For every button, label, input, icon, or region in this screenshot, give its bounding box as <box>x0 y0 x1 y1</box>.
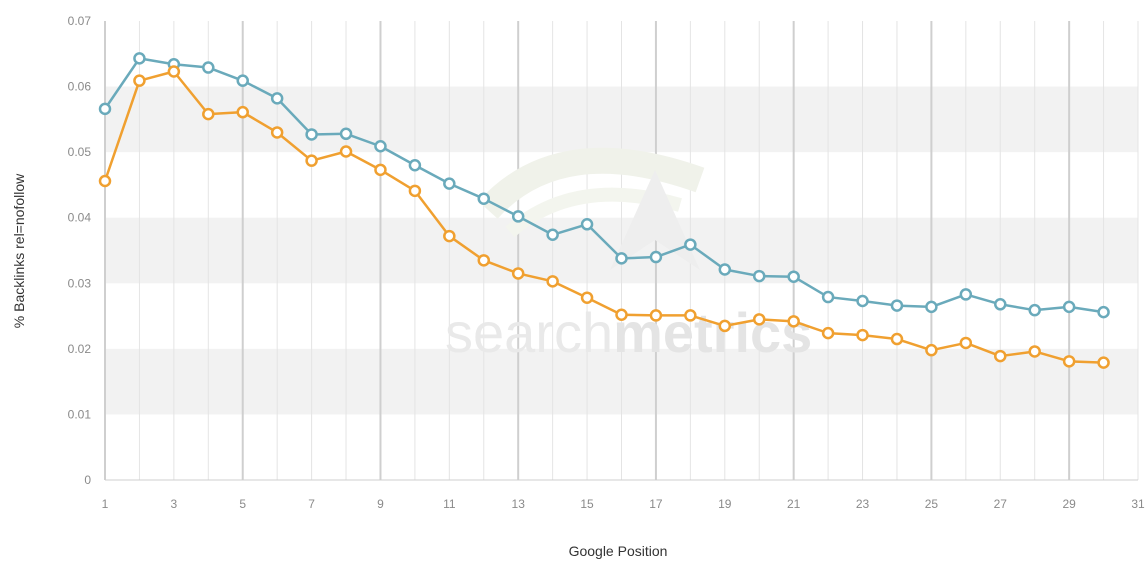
series-1-point <box>684 238 697 251</box>
series-2-point <box>511 267 525 280</box>
x-axis-title: Google Position <box>569 543 668 559</box>
series-2-point <box>684 309 697 322</box>
series-1-point <box>856 294 869 308</box>
series-2-point <box>959 336 973 350</box>
x-tick-label: 29 <box>1062 497 1076 511</box>
y-tick-label: 0.06 <box>68 80 92 94</box>
x-tick-label: 1 <box>102 497 109 511</box>
x-tick-label: 27 <box>994 497 1008 511</box>
y-tick-labels: 0 0.01 0.02 0.03 0.04 0.05 0.06 0.07 <box>68 14 92 487</box>
series-1-point <box>580 218 594 231</box>
y-tick-label: 0.04 <box>68 211 92 225</box>
series-1-point <box>925 300 938 314</box>
series-2-point <box>339 145 353 158</box>
series-1-point <box>1028 303 1041 317</box>
series-1-point <box>787 270 800 283</box>
series-1-point <box>339 127 353 141</box>
series-1-point <box>477 192 491 205</box>
vertical-gridlines <box>104 21 1139 480</box>
series-2-point <box>270 126 284 139</box>
series-2-point <box>1062 355 1076 368</box>
x-tick-label: 17 <box>649 497 663 511</box>
series-2-point <box>615 308 628 322</box>
series-1-point <box>374 139 387 153</box>
series-2-point <box>752 313 766 326</box>
y-axis-title: % Backlinks rel=nofollow <box>11 173 27 328</box>
watermark-arrow <box>610 170 700 270</box>
series-1-point <box>821 290 835 304</box>
series-2-point <box>443 229 456 243</box>
series-1-point <box>615 252 628 265</box>
series-2-point <box>546 275 559 288</box>
y-tick-label: 0.01 <box>68 407 92 421</box>
series-2-point <box>167 65 181 78</box>
series-2-point <box>133 74 146 87</box>
series-2-point <box>649 309 663 322</box>
series-2-point <box>821 326 835 340</box>
series-2-point <box>718 319 732 333</box>
series-points <box>98 52 1110 369</box>
series-2-point <box>374 163 387 177</box>
series-2-point <box>236 105 249 119</box>
series-2-point <box>98 174 112 188</box>
series-1-point <box>959 288 973 301</box>
series-1-point <box>305 128 318 141</box>
watermark-light: search <box>445 301 613 364</box>
x-tick-label: 5 <box>239 497 246 511</box>
series-1-point <box>890 299 904 312</box>
x-tick-label: 3 <box>171 497 178 511</box>
y-tick-label: 0.03 <box>68 276 92 290</box>
x-tick-label: 19 <box>718 497 732 511</box>
x-tick-label: 23 <box>856 497 870 511</box>
series-1-point <box>1062 300 1076 314</box>
x-tick-label: 15 <box>580 497 594 511</box>
x-tick-label: 11 <box>443 497 456 511</box>
watermark-swoosh <box>478 147 705 219</box>
series-1-point <box>752 269 766 283</box>
y-tick-label: 0.02 <box>68 342 92 356</box>
series-1-point <box>546 228 559 242</box>
y-tick-label: 0.07 <box>68 14 92 28</box>
series-2-point <box>408 184 422 198</box>
watermark-bold: metrics <box>613 301 812 364</box>
x-tick-label: 25 <box>925 497 939 511</box>
x-tick-labels: 1 3 5 7 9 11 13 15 17 19 21 23 25 27 29 31 <box>102 497 1145 511</box>
x-tick-label: 9 <box>377 497 384 511</box>
series-1-point <box>236 74 249 87</box>
series-2-point <box>890 332 904 346</box>
series-2-point <box>925 343 938 357</box>
series-1-point <box>443 177 456 190</box>
series-2-point <box>477 254 491 267</box>
watermark-text: searchmetrics <box>445 301 812 364</box>
series-2-point <box>787 315 800 328</box>
series-1-point <box>270 92 284 105</box>
series-1-point <box>98 102 112 116</box>
series-1-point <box>1097 305 1110 319</box>
series-1-point <box>133 52 146 65</box>
x-tick-label: 21 <box>787 497 801 511</box>
series-2-point <box>1028 345 1041 358</box>
series-2-point <box>1097 356 1110 369</box>
series-1-point <box>994 298 1007 311</box>
series-1-point <box>202 61 215 74</box>
series-1-point <box>649 250 663 264</box>
series-2-point <box>856 328 869 342</box>
x-tick-label: 31 <box>1131 497 1145 511</box>
series-1-point <box>408 159 422 172</box>
series-2-point <box>580 291 594 304</box>
series-2-point <box>305 154 318 167</box>
y-tick-label: 0.05 <box>68 145 92 159</box>
series-1-point <box>718 263 732 276</box>
y-tick-label: 0 <box>84 473 91 487</box>
x-tick-label: 13 <box>512 497 526 511</box>
x-tick-label: 7 <box>308 497 315 511</box>
series-2-point <box>994 349 1007 363</box>
series-1-point <box>511 210 525 223</box>
series-2-point <box>202 107 215 121</box>
